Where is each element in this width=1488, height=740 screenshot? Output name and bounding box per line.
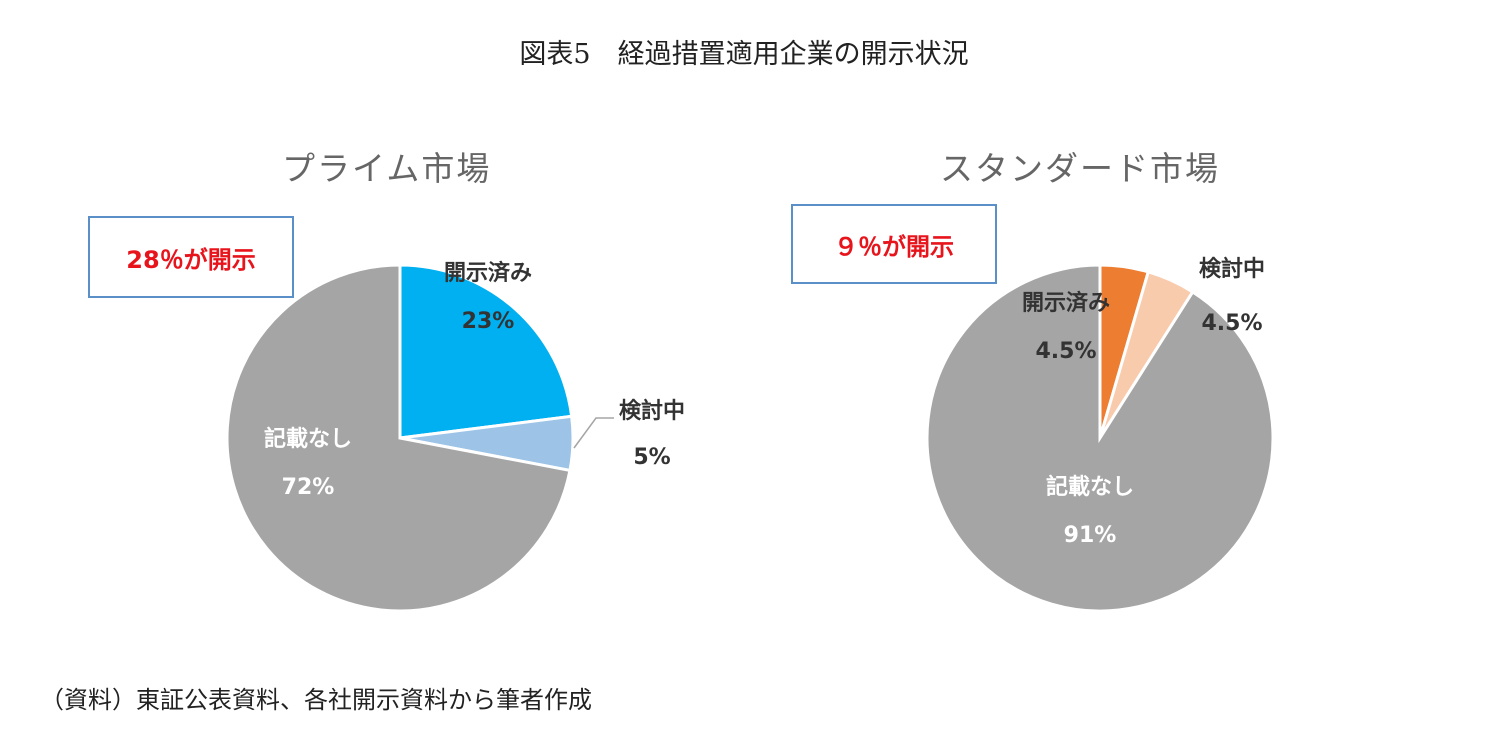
standard-callout-text: ９％が開示 <box>834 232 954 261</box>
prime-callout-box: 28％が開示 <box>88 216 294 298</box>
standard-label-not-stated: 記載なし <box>1046 474 1134 500</box>
standard-value-disclosed: 4.5% <box>1035 339 1096 364</box>
prime-slice-disclosed <box>398 263 574 440</box>
standard-callout-box: ９％が開示 <box>791 204 997 284</box>
prime-label-disclosed: 開示済み <box>444 260 532 286</box>
standard-value-not-stated: 91% <box>1064 523 1117 548</box>
standard-label-considering: 検討中 <box>1199 256 1265 282</box>
prime-value-not-stated: 72% <box>282 475 335 500</box>
standard-value-considering: 4.5% <box>1201 311 1262 336</box>
prime-label-not-stated: 記載なし <box>264 426 352 452</box>
standard-chart-title: スタンダード市場 <box>940 149 1220 188</box>
prime-leader-line-considering <box>573 417 614 449</box>
source-note: （資料）東証公表資料、各社開示資料から筆者作成 <box>40 686 592 714</box>
prime-value-considering: 5% <box>633 445 670 470</box>
standard-slice-not-stated <box>925 263 1275 613</box>
figure-title: 図表5 経過措置適用企業の開示状況 <box>519 39 969 70</box>
prime-label-considering: 検討中 <box>619 398 685 424</box>
prime-slice-not-stated <box>225 263 572 613</box>
prime-chart-title: プライム市場 <box>282 149 492 188</box>
prime-value-disclosed: 23% <box>462 309 515 334</box>
prime-callout-text: 28％が開示 <box>126 245 256 274</box>
standard-label-disclosed: 開示済み <box>1022 290 1110 316</box>
